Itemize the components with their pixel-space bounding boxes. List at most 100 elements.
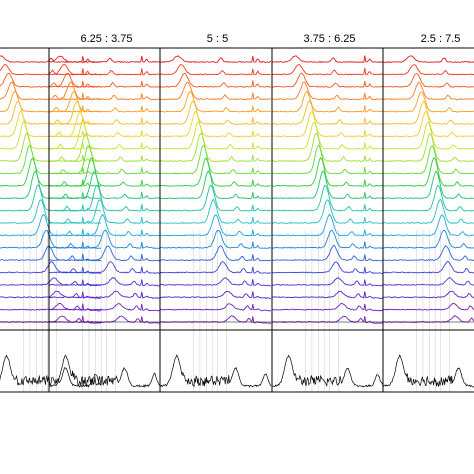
spectrum-trace xyxy=(159,290,272,300)
spectrum-trace xyxy=(49,290,161,300)
spectrum-trace xyxy=(271,290,384,299)
spectrum-trace xyxy=(159,230,272,249)
spectrum-trace xyxy=(159,120,272,150)
spectrum-trace xyxy=(0,170,102,200)
spectrum-trace xyxy=(0,55,102,63)
spectrum-trace xyxy=(0,229,102,249)
spectrum-trace xyxy=(160,214,272,237)
spectrum-trace xyxy=(159,132,272,162)
spectrum-trace xyxy=(271,213,384,237)
spectrum-trace xyxy=(271,170,384,200)
spectrum-trace xyxy=(382,185,474,212)
spectrum-trace xyxy=(271,184,384,212)
spectral-traces xyxy=(0,55,474,324)
spectrum-trace xyxy=(0,90,102,113)
spectrum-trace xyxy=(159,303,272,312)
spectrum-trace xyxy=(382,244,474,262)
spectrum-trace xyxy=(48,55,161,63)
spectrum-trace xyxy=(271,122,384,150)
spectrum-trace xyxy=(271,199,383,225)
spectrum-trace xyxy=(271,229,384,249)
panel-title-1: 6.25 : 3.75 xyxy=(81,33,133,45)
spectrum-trace xyxy=(271,90,384,113)
spectrum-trace xyxy=(48,245,161,262)
summary-trace xyxy=(48,354,161,388)
spectrum-trace xyxy=(0,184,102,212)
spectrum-trace xyxy=(382,82,474,101)
spectrum-trace xyxy=(159,158,272,187)
spectrum-trace xyxy=(272,72,384,88)
spectrum-trace xyxy=(271,156,384,187)
panel-title-3: 3.75 : 6.25 xyxy=(304,33,356,45)
spectrum-trace xyxy=(0,157,102,187)
spectrum-trace xyxy=(48,121,161,150)
spectrum-trace xyxy=(160,144,272,175)
panel-title-4: 2.5 : 7.5 xyxy=(421,33,461,45)
spectrum-trace xyxy=(271,64,384,76)
spectrum-trace xyxy=(382,64,474,76)
spectrum-trace xyxy=(0,213,102,237)
spectrum-trace xyxy=(48,64,161,76)
spectrum-trace xyxy=(382,121,474,150)
spectrum-trace xyxy=(159,55,271,63)
spectrum-trace xyxy=(0,100,102,126)
spectrum-trace xyxy=(0,72,102,88)
spectrum-trace xyxy=(0,144,102,175)
spectrum-trace xyxy=(48,72,161,88)
spectrum-trace xyxy=(382,100,474,125)
spectrum-trace xyxy=(49,229,161,249)
spectrum-trace xyxy=(48,100,161,125)
spectrum-trace xyxy=(0,302,102,312)
spectrum-trace xyxy=(382,277,474,286)
spectrum-trace xyxy=(271,276,384,287)
summary-trace xyxy=(382,354,474,388)
spectrum-trace xyxy=(0,261,102,274)
spectrum-trace xyxy=(382,229,474,249)
summary-trace xyxy=(271,354,384,388)
spectrum-trace xyxy=(383,91,474,113)
spectrum-trace xyxy=(48,91,161,113)
spectrum-trace xyxy=(159,184,272,212)
spectrum-trace xyxy=(48,199,161,224)
spectrum-trace xyxy=(48,184,161,212)
spectrum-trace xyxy=(160,245,272,262)
spectrum-trace xyxy=(48,145,161,175)
spectrum-trace xyxy=(271,55,384,63)
panel-frames xyxy=(0,47,474,393)
spectrum-trace xyxy=(382,302,474,311)
spectrum-trace xyxy=(382,111,474,138)
spectrum-trace xyxy=(48,133,161,163)
summary-trace xyxy=(0,354,102,388)
spectrum-trace xyxy=(382,198,474,224)
spectrum-trace xyxy=(271,244,384,262)
spectrum-trace xyxy=(382,214,474,237)
spectrum-trace xyxy=(382,73,474,88)
spectrum-trace xyxy=(0,290,102,299)
spectrum-trace xyxy=(159,90,272,113)
spectrum-trace xyxy=(0,64,102,76)
spectrum-trace xyxy=(48,81,161,101)
spectrum-trace xyxy=(48,157,161,187)
spectrum-trace xyxy=(271,132,384,163)
panel-titles: 6.25 : 3.75 5 : 5 3.75 : 6.25 2.5 : 7.5 xyxy=(81,33,461,45)
spectrum-trace xyxy=(382,145,474,175)
spectrum-trace xyxy=(271,302,384,312)
spectrum-trace xyxy=(0,132,102,163)
spectrum-trace xyxy=(271,144,383,175)
spectrum-trace xyxy=(159,72,272,88)
spectrum-trace xyxy=(382,261,474,274)
spectrum-trace xyxy=(382,290,474,299)
spectrum-trace xyxy=(271,261,384,274)
spectrum-trace xyxy=(0,199,101,224)
spectrum-trace xyxy=(159,82,272,101)
spectrum-trace xyxy=(159,198,271,224)
spectrum-trace xyxy=(272,81,383,101)
spectrum-trace xyxy=(0,110,102,138)
summary-traces xyxy=(0,354,474,388)
spectrum-trace xyxy=(0,277,101,287)
spectrum-trace xyxy=(159,277,272,287)
spectrum-trace xyxy=(48,276,161,287)
spectrum-trace xyxy=(159,100,272,125)
spectrum-trace xyxy=(271,111,384,138)
